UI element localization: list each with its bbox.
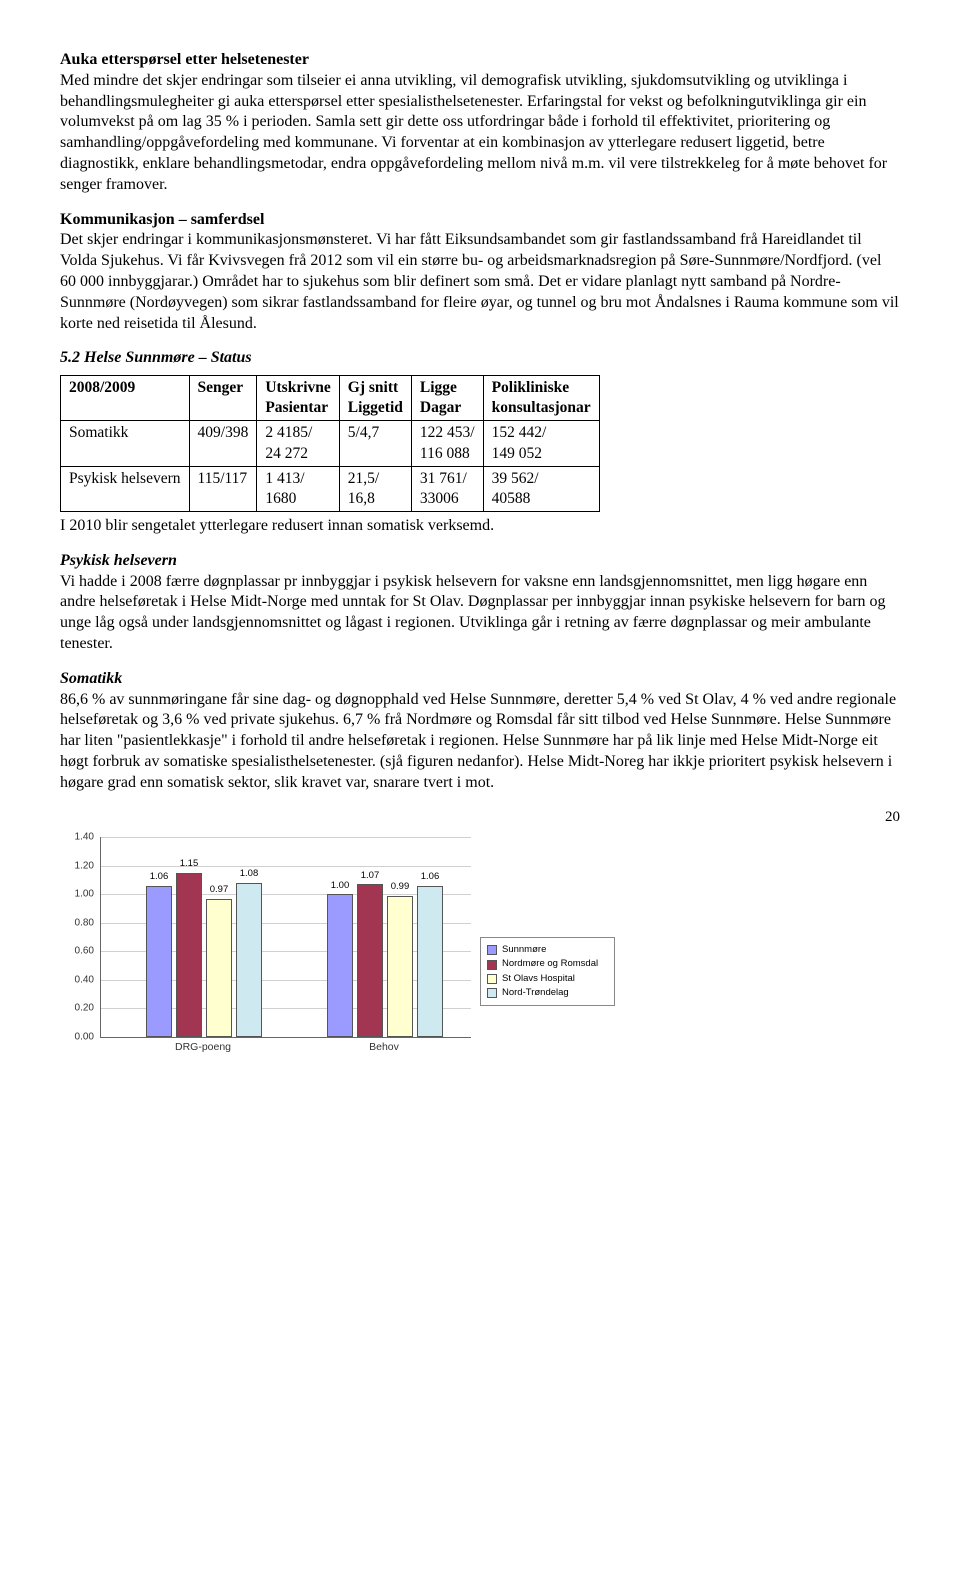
chart-plot-area: 1.061.150.971.081.001.070.991.06: [100, 837, 471, 1038]
chart-bar: [236, 883, 262, 1037]
chart-gridline: [101, 837, 471, 838]
bar-value-label: 0.97: [205, 884, 233, 896]
page-number: 20: [60, 808, 900, 828]
th-senger: Senger: [189, 376, 257, 421]
legend-label: Sunnmøre: [502, 944, 546, 956]
td: 5/4,7: [339, 421, 411, 466]
bar-value-label: 1.06: [416, 871, 444, 883]
legend-swatch: [487, 974, 497, 984]
legend-item: Sunnmøre: [487, 944, 608, 956]
y-tick-label: 0.40: [60, 973, 94, 986]
y-tick-label: 0.60: [60, 945, 94, 958]
th-poliklinisk: Polikliniskekonsultasjonar: [483, 376, 599, 421]
chart-bar: [327, 894, 353, 1037]
chart-bar: [206, 899, 232, 1038]
chart-bar: [417, 886, 443, 1037]
chart-bar: [357, 884, 383, 1037]
paragraph-demand: Med mindre det skjer endringar som tilse…: [60, 71, 900, 196]
legend-swatch: [487, 988, 497, 998]
chart-legend: Sunnmøre Nordmøre og Romsdal St Olavs Hosp…: [480, 937, 615, 1006]
table-header-row: 2008/2009 Senger UtskrivnePasientar Gj s…: [61, 376, 600, 421]
td: 21,5/16,8: [339, 466, 411, 511]
td: 152 442/149 052: [483, 421, 599, 466]
th-year: 2008/2009: [61, 376, 190, 421]
td: 122 453/116 088: [411, 421, 483, 466]
legend-swatch: [487, 960, 497, 970]
bar-value-label: 1.07: [356, 870, 384, 882]
table-row: Psykisk helsevern 115/117 1 413/1680 21,…: [61, 466, 600, 511]
td: 39 562/40588: [483, 466, 599, 511]
section-heading-communication: Kommunikasjon – samferdsel: [60, 210, 900, 231]
paragraph-after-table: I 2010 blir sengetalet ytterlegare redus…: [60, 516, 900, 537]
th-liggedagar: LiggeDagar: [411, 376, 483, 421]
td: Somatikk: [61, 421, 190, 466]
legend-swatch: [487, 945, 497, 955]
chart-bar: [176, 873, 202, 1037]
section-heading-psykisk: Psykisk helsevern: [60, 551, 900, 572]
paragraph-somatikk: 86,6 % av sunnmøringane får sine dag- og…: [60, 690, 900, 794]
td: 115/117: [189, 466, 257, 511]
legend-item: St Olavs Hospital: [487, 973, 608, 985]
section-heading-demand: Auka etterspørsel etter helsetenester: [60, 50, 900, 71]
x-axis-label: Behov: [369, 1041, 399, 1055]
y-tick-label: 0.00: [60, 1031, 94, 1044]
legend-item: Nordmøre og Romsdal: [487, 958, 608, 970]
y-tick-label: 1.40: [60, 831, 94, 844]
td: 31 761/33006: [411, 466, 483, 511]
status-table: 2008/2009 Senger UtskrivnePasientar Gj s…: [60, 375, 600, 512]
chart-bar: [146, 886, 172, 1037]
chart-bar: [387, 896, 413, 1037]
legend-label: St Olavs Hospital: [502, 973, 575, 985]
paragraph-psykisk: Vi hadde i 2008 færre døgnplassar pr inn…: [60, 572, 900, 655]
y-tick-label: 1.00: [60, 888, 94, 901]
section-heading-status: 5.2 Helse Sunnmøre – Status: [60, 348, 900, 369]
bar-value-label: 0.99: [386, 881, 414, 893]
th-utskrivne: UtskrivnePasientar: [257, 376, 339, 421]
table-row: Somatikk 409/398 2 4185/24 272 5/4,7 122…: [61, 421, 600, 466]
y-tick-label: 0.20: [60, 1002, 94, 1015]
td: 2 4185/24 272: [257, 421, 339, 466]
x-axis-label: DRG-poeng: [175, 1041, 231, 1055]
bar-chart: 1.061.150.971.081.001.070.991.06 Sunnmør…: [60, 837, 620, 1057]
td: 1 413/1680: [257, 466, 339, 511]
legend-item: Nord-Trøndelag: [487, 987, 608, 999]
bar-value-label: 1.06: [145, 871, 173, 883]
paragraph-communication: Det skjer endringar i kommunikasjonsmøns…: [60, 230, 900, 334]
bar-value-label: 1.08: [235, 868, 263, 880]
legend-label: Nordmøre og Romsdal: [502, 958, 598, 970]
bar-value-label: 1.15: [175, 858, 203, 870]
legend-label: Nord-Trøndelag: [502, 987, 569, 999]
th-liggetid: Gj snittLiggetid: [339, 376, 411, 421]
bar-value-label: 1.00: [326, 880, 354, 892]
td: 409/398: [189, 421, 257, 466]
y-tick-label: 1.20: [60, 859, 94, 872]
y-tick-label: 0.80: [60, 916, 94, 929]
section-heading-somatikk: Somatikk: [60, 669, 900, 690]
chart-gridline: [101, 866, 471, 867]
td: Psykisk helsevern: [61, 466, 190, 511]
